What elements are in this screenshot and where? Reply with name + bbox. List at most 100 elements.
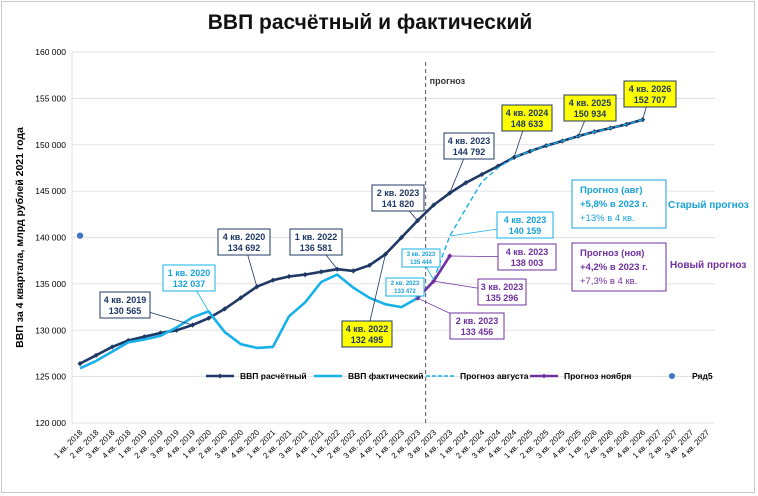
callout-value: 150 934 [574, 109, 607, 119]
callout-value: 132 495 [351, 335, 384, 345]
callout-box [477, 278, 527, 306]
callout-box [217, 228, 271, 256]
series-line-2 [417, 118, 643, 299]
callout-value: 136 581 [300, 243, 333, 253]
series-marker-3 [447, 253, 453, 259]
callout-label: 3 кв. 2023 [407, 252, 436, 258]
callout-box [563, 94, 617, 122]
callout-value: 133 472 [394, 289, 416, 295]
series-line-1 [79, 273, 419, 370]
callout-label: 4 кв. 2019 [104, 295, 147, 305]
series-marker-0 [318, 269, 324, 275]
callout-value: 135 296 [486, 293, 519, 303]
callout-box [99, 291, 151, 319]
forecast-note-line: +5,8% в 2023 г. [580, 199, 648, 210]
callout-value: 138 003 [511, 258, 544, 268]
y-tick-label: 130 000 [35, 325, 66, 335]
legend-label: Прогноз ноября [564, 371, 631, 381]
forecast-note-line: Прогноз (ноя) [580, 248, 644, 259]
callout-label: 2 кв. 2023 [391, 281, 420, 287]
y-tick-label: 150 000 [35, 140, 66, 150]
series-marker-0 [109, 344, 115, 350]
series-marker-0 [398, 234, 405, 241]
callout-label: 4 кв. 2023 [506, 247, 549, 257]
callout-label: 4 кв. 2023 [448, 136, 491, 146]
callout-label: 1 кв. 2020 [168, 268, 211, 278]
series-marker-0 [366, 262, 372, 268]
y-tick-label: 135 000 [35, 279, 66, 289]
series-marker-0 [463, 180, 469, 186]
series-marker-0 [93, 352, 99, 358]
series-marker-0 [350, 268, 356, 274]
callout-label: 4 кв. 2023 [504, 215, 547, 225]
legend-swatch [669, 373, 675, 379]
legend-label: ВВП фактический [348, 371, 424, 381]
forecast-note-line: +4,2% в 2023 г. [580, 262, 648, 273]
series-marker-0 [302, 272, 308, 278]
callout-label: 4 кв. 2026 [629, 84, 672, 94]
callout-box [385, 277, 425, 297]
callout-value: 134 692 [228, 243, 261, 253]
legend-label: ВВП расчётный [240, 371, 307, 381]
series-marker-0 [495, 163, 501, 169]
series-marker-0 [286, 273, 292, 280]
series-marker-0 [431, 202, 437, 208]
callout-label: 3 кв. 2023 [481, 282, 524, 292]
chart-title: ВВП расчётный и фактический [208, 11, 533, 34]
series-marker-0 [238, 295, 244, 301]
y-tick-label: 145 000 [35, 186, 66, 196]
callout-value: 130 565 [109, 306, 142, 316]
callout-value: 148 633 [511, 119, 544, 129]
callout-label: 1 кв. 2022 [295, 232, 338, 242]
y-tick-label: 120 000 [35, 418, 66, 428]
callout-box [341, 320, 393, 348]
forecast-label: прогноз [430, 76, 466, 86]
callout-box [496, 211, 554, 239]
series-marker-0 [189, 322, 196, 328]
forecast-note-line: Прогноз (авг) [580, 185, 643, 196]
callout-value: 133 456 [461, 327, 494, 337]
callout-label: 2 кв. 2023 [377, 188, 420, 198]
y-tick-label: 160 000 [35, 47, 66, 57]
callout-label: 4 кв. 2022 [346, 324, 389, 334]
y-axis-label: ВВП за 4 квартала, млрд рублей 2021 года [14, 127, 26, 348]
callout-value: 140 159 [509, 226, 542, 236]
callout-box [501, 104, 553, 132]
forecast-side-label: Новый прогноз [670, 260, 746, 271]
callout-box [443, 132, 495, 160]
series-marker-0 [527, 148, 533, 154]
callout-value: 141 820 [382, 199, 415, 209]
callout-value: 144 792 [453, 147, 486, 157]
y-tick-label: 155 000 [35, 93, 66, 103]
callout-box [162, 264, 216, 292]
callout-box [623, 80, 677, 108]
forecast-note-line: +7,3% в 4 кв. [580, 276, 637, 287]
forecast-side-label: Старый прогноз [668, 200, 749, 211]
forecast-note-box [571, 179, 667, 229]
callout-label: 4 кв. 2025 [569, 98, 612, 108]
forecast-note-box [571, 242, 667, 292]
callout-box [371, 184, 425, 212]
series-marker-0 [222, 306, 228, 312]
y-tick-label: 140 000 [35, 233, 66, 243]
series-marker-0 [77, 361, 83, 367]
callout-label: 4 кв. 2020 [223, 232, 266, 242]
series-marker-0 [157, 330, 164, 336]
callout-label: 2 кв. 2023 [456, 316, 499, 326]
legend-label: Прогноз августа [460, 371, 529, 381]
callout-box [401, 248, 441, 268]
legend-swatch-marker [541, 373, 547, 379]
series-marker-0 [479, 171, 485, 178]
callout-value: 135 444 [410, 260, 432, 266]
callout-box [449, 312, 505, 340]
callout-box [497, 243, 557, 271]
callout-value: 132 037 [173, 279, 206, 289]
series-marker-0 [206, 315, 212, 321]
legend-label: Ряд5 [692, 371, 713, 381]
callout-label: 4 кв. 2024 [506, 108, 549, 118]
callout-value: 152 707 [634, 95, 667, 105]
forecast-note-line: +13% в 4 кв. [580, 213, 635, 224]
series-marker-0 [270, 277, 276, 283]
